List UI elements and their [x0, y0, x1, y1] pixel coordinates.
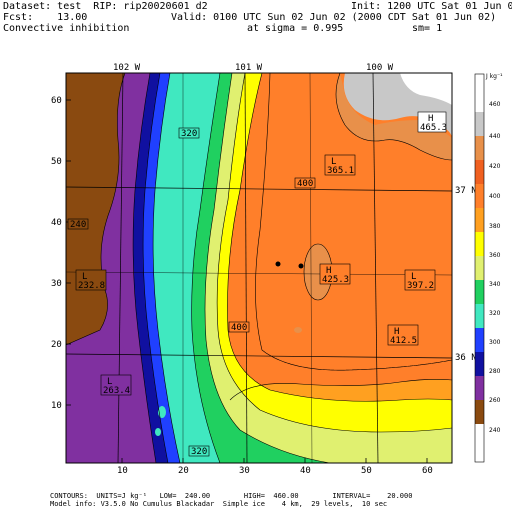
colorbar-label: 320 — [489, 310, 501, 317]
x-tick-label: 30 — [239, 466, 250, 476]
contour-label: 320 — [181, 129, 197, 139]
contour-line — [191, 73, 221, 463]
contour-line — [152, 73, 181, 463]
lat-label: 36 N — [455, 353, 477, 363]
y-tick-label: 50 — [51, 157, 62, 167]
x-tick-label: 20 — [178, 466, 189, 476]
y-tick-label: 30 — [51, 279, 62, 289]
county-line — [309, 72, 313, 464]
graticule — [65, 72, 453, 464]
extremum-value: 412.5 — [390, 336, 417, 346]
forecast-label: Fcst: 13.00 — [3, 12, 88, 23]
extrema-labels: H 465.3 L 365.1 L 232.8 H 425.3 L 397.2 … — [75, 111, 447, 396]
extremum-value: 365.1 — [327, 166, 354, 176]
colorbar-label: 360 — [489, 252, 501, 259]
station-dot — [275, 261, 281, 267]
y-tick-label: 10 — [51, 401, 62, 411]
colorbar-label: 280 — [489, 368, 501, 375]
fill-island — [155, 428, 161, 436]
contour-line — [132, 73, 157, 463]
contour-line — [255, 73, 452, 371]
extremum-value: 232.8 — [78, 281, 105, 291]
extremum-value: 465.3 — [420, 123, 447, 133]
contour-lines — [66, 73, 452, 463]
colorbar-label: 300 — [489, 339, 501, 346]
valid-label: Valid: 0100 UTC Sun 02 Jun 02 (2000 CDT … — [171, 12, 497, 23]
meridian-100w — [372, 72, 379, 464]
x-tick-label: 10 — [117, 466, 128, 476]
fill-purple-lower — [66, 330, 133, 463]
map-frame — [65, 72, 453, 464]
parallel-37n — [65, 186, 453, 192]
extremum-type: H — [394, 327, 399, 337]
colorbar-label: 460 — [489, 101, 501, 108]
contour-info: CONTOURS: UNITS=J kg⁻¹ LOW= 240.00 HIGH=… — [50, 492, 413, 500]
smoothing-label: sm= 1 — [412, 23, 443, 34]
field-label: Convective inhibition — [3, 23, 130, 34]
sigma-label: at sigma = 0.995 — [247, 23, 344, 34]
extremum-type: L — [107, 377, 112, 387]
contour-label-group: 320 240 400 400 320 — [67, 127, 316, 457]
fill-above-460 — [400, 73, 452, 105]
lat-label: 37 N — [455, 186, 477, 196]
y-tick-label: 20 — [51, 340, 62, 350]
lon-label: 101 W — [235, 63, 263, 73]
fill-island — [158, 406, 166, 418]
parallel-36n — [65, 353, 453, 359]
county-line — [65, 271, 453, 276]
extremum-value: 263.4 — [103, 386, 130, 396]
colorbar-label: 400 — [489, 193, 501, 200]
extremum-type: H — [428, 114, 433, 124]
contour-line — [227, 73, 452, 402]
contour-label: 240 — [70, 220, 86, 230]
lon-label: 102 W — [113, 63, 141, 73]
meridian-102w — [117, 72, 124, 464]
filled-contours — [66, 73, 452, 463]
extremum-type: L — [82, 272, 87, 282]
x-tick-label: 50 — [361, 466, 372, 476]
contour-line — [204, 73, 331, 463]
x-tick-label: 60 — [422, 466, 433, 476]
extremum-type: L — [411, 272, 416, 282]
contour-line — [66, 73, 126, 346]
contour-line — [335, 73, 452, 161]
colorbar-label: 440 — [489, 133, 501, 140]
color-bar: J kg⁻¹ 460 440 420 400 380 360 340 320 3… — [474, 73, 503, 463]
lon-label: 100 W — [366, 63, 394, 73]
y-tick-label: 40 — [51, 218, 62, 228]
dataset-label: Dataset: test RIP: rip20020601 d2 — [3, 1, 208, 12]
colorbar-label: 240 — [489, 427, 501, 434]
extremum-value: 397.2 — [407, 281, 434, 291]
colorbar-units: J kg⁻¹ — [485, 73, 503, 80]
init-label: Init: 1200 UTC Sat 01 Jun 02 — [351, 1, 512, 12]
contour-label: 320 — [191, 447, 207, 457]
contour-label: 400 — [231, 323, 247, 333]
extremum-type: L — [331, 157, 336, 167]
contour-line — [216, 73, 452, 433]
x-tick-label: 40 — [300, 466, 311, 476]
model-info: Model info: V3.5.0 No Cumulus Blackadar … — [50, 500, 388, 508]
colorbar-label: 380 — [489, 223, 501, 230]
colorbar-label: 260 — [489, 397, 501, 404]
contour-label: 400 — [297, 179, 313, 189]
contour-line — [229, 379, 452, 401]
contour-line — [142, 73, 169, 463]
station-dot — [298, 263, 304, 269]
colorbar-label: 420 — [489, 163, 501, 170]
fill-blob-small — [294, 327, 302, 333]
extremum-type: H — [326, 266, 331, 276]
fill-420-440 — [336, 73, 452, 160]
y-tick-label: 60 — [51, 96, 62, 106]
meridian-101w — [244, 72, 248, 464]
colorbar-label: 340 — [489, 281, 501, 288]
extremum-value: 425.3 — [322, 275, 349, 285]
